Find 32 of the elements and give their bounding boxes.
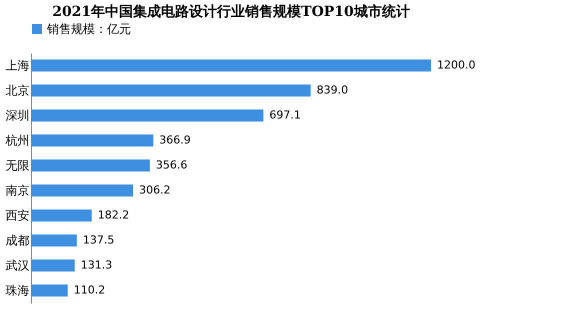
- bar: [31, 60, 431, 72]
- bar: [31, 284, 68, 296]
- data-label: 182.2: [98, 208, 130, 222]
- data-label: 137.5: [82, 234, 114, 246]
- y-tick-label: 南京: [6, 184, 30, 198]
- y-tick-label: 无限: [6, 158, 30, 172]
- y-tick-label: 深圳: [6, 108, 30, 122]
- bar: [31, 260, 75, 272]
- bar: [31, 134, 154, 146]
- bar: [31, 184, 134, 196]
- bar: [31, 234, 77, 246]
- data-label: 131.3: [80, 258, 112, 272]
- bar: [31, 210, 92, 222]
- y-tick-label: 上海: [6, 58, 30, 72]
- data-label: 366.9: [159, 134, 191, 146]
- data-label: 839.0: [316, 84, 348, 96]
- y-tick-label: 成都: [6, 234, 30, 248]
- data-label: 356.6: [156, 158, 188, 172]
- data-label: 110.2: [74, 284, 106, 296]
- legend-label: 销售规模：亿元: [46, 22, 131, 36]
- y-tick-label: 珠海: [6, 284, 30, 298]
- chart-title: 2021年中国集成电路设计行业销售规模TOP10城市统计: [52, 3, 410, 20]
- bar: [31, 110, 264, 122]
- bar: [31, 84, 311, 96]
- y-tick-label: 武汉: [6, 258, 30, 272]
- y-tick-label: 北京: [6, 84, 30, 98]
- y-tick-label: 西安: [6, 208, 30, 222]
- data-label: 306.2: [139, 184, 171, 196]
- data-label: 697.1: [269, 108, 301, 122]
- bar: [31, 160, 150, 172]
- data-label: 1200.0: [437, 58, 476, 72]
- y-tick-label: 杭州: [4, 134, 30, 148]
